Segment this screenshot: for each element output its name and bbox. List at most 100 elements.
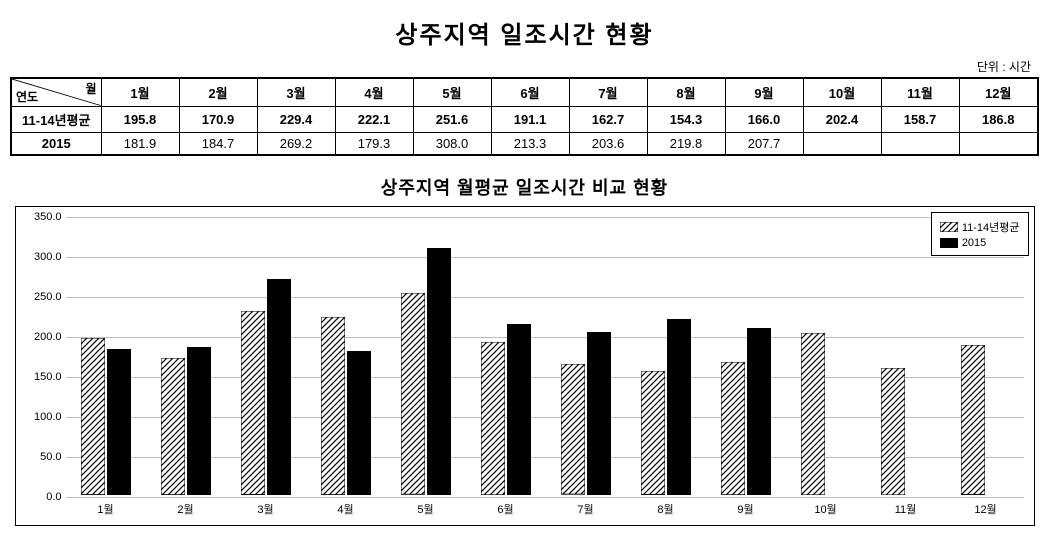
table-cell: 222.1: [335, 106, 413, 132]
month-header: 7월: [569, 78, 647, 106]
table-row: 11-14년평균195.8170.9229.4222.1251.6191.116…: [11, 106, 1038, 132]
table-cell: 184.7: [179, 132, 257, 155]
table-corner: 월 연도: [11, 78, 101, 106]
table-cell: 202.4: [803, 106, 881, 132]
table-cell: 154.3: [647, 106, 725, 132]
y-tick: 100.0: [34, 411, 62, 423]
table-cell: 308.0: [413, 132, 491, 155]
bar-hatch: [561, 364, 585, 494]
table-cell: 219.8: [647, 132, 725, 155]
gridline: [66, 297, 1024, 298]
x-tick: 10월: [814, 501, 836, 517]
y-tick: 350.0: [34, 211, 62, 223]
table-cell: 181.9: [101, 132, 179, 155]
table-cell: [881, 132, 959, 155]
corner-bottom: 연도: [16, 88, 38, 105]
page-title: 상주지역 일조시간 현황: [10, 15, 1039, 50]
bar-hatch: [161, 358, 185, 495]
table-row: 2015181.9184.7269.2179.3308.0213.3203.62…: [11, 132, 1038, 155]
bar-hatch: [81, 338, 105, 495]
table-cell: 213.3: [491, 132, 569, 155]
table-cell: 207.7: [725, 132, 803, 155]
table-cell: 158.7: [881, 106, 959, 132]
month-header: 2월: [179, 78, 257, 106]
bar-solid: [747, 328, 771, 494]
x-tick: 9월: [737, 501, 753, 517]
table-cell: 191.1: [491, 106, 569, 132]
table-cell: 186.8: [959, 106, 1038, 132]
y-axis: 0.050.0100.0150.0200.0250.0300.0350.0: [16, 217, 66, 495]
x-tick: 4월: [337, 501, 353, 517]
corner-top: 월: [85, 80, 96, 97]
x-tick: 2월: [177, 501, 193, 517]
row-label: 2015: [11, 132, 101, 155]
month-header: 3월: [257, 78, 335, 106]
table-cell: 170.9: [179, 106, 257, 132]
bar-hatch: [801, 333, 825, 495]
table-cell: [803, 132, 881, 155]
table-cell: 251.6: [413, 106, 491, 132]
month-header: 6월: [491, 78, 569, 106]
bar-hatch: [241, 311, 265, 495]
bar-hatch: [481, 342, 505, 495]
month-header: 11월: [881, 78, 959, 106]
x-tick: 5월: [417, 501, 433, 517]
x-axis: 1월 2월 3월 4월 5월 6월 7월 8월 9월 10월 11월 12월: [66, 495, 1024, 525]
bar-solid: [187, 347, 211, 495]
y-tick: 200.0: [34, 331, 62, 343]
y-tick: 0.0: [46, 491, 61, 503]
x-tick: 8월: [657, 501, 673, 517]
x-tick: 7월: [577, 501, 593, 517]
month-header: 12월: [959, 78, 1038, 106]
table-cell: 229.4: [257, 106, 335, 132]
bar-solid: [107, 349, 131, 495]
table-cell: 203.6: [569, 132, 647, 155]
y-tick: 300.0: [34, 251, 62, 263]
month-header: 5월: [413, 78, 491, 106]
legend: 11-14년평균 2015: [931, 212, 1029, 256]
unit-label: 단위 : 시간: [10, 58, 1039, 75]
bar-hatch: [641, 371, 665, 494]
y-tick: 250.0: [34, 291, 62, 303]
legend-item: 2015: [940, 237, 1020, 249]
table-cell: 162.7: [569, 106, 647, 132]
table-cell: 269.2: [257, 132, 335, 155]
x-tick: 6월: [497, 501, 513, 517]
chart-title: 상주지역 월평균 일조시간 비교 현황: [10, 174, 1039, 200]
legend-swatch-solid: [940, 238, 958, 248]
month-header: 1월: [101, 78, 179, 106]
table-cell: 166.0: [725, 106, 803, 132]
bar-solid: [587, 332, 611, 495]
gridline: [66, 257, 1024, 258]
legend-item: 11-14년평균: [940, 219, 1020, 235]
bar-solid: [267, 279, 291, 494]
table-cell: 195.8: [101, 106, 179, 132]
bar-solid: [507, 324, 531, 495]
data-table: 월 연도 1월2월3월4월5월6월7월8월9월10월11월12월 11-14년평…: [10, 77, 1039, 156]
y-tick: 150.0: [34, 371, 62, 383]
bar-solid: [667, 319, 691, 495]
bar-solid: [427, 248, 451, 494]
gridline: [66, 337, 1024, 338]
legend-label: 11-14년평균: [962, 219, 1020, 235]
x-tick: 11월: [895, 501, 917, 517]
legend-swatch-hatch: [940, 222, 958, 232]
bar-solid: [347, 351, 371, 494]
gridline: [66, 217, 1024, 218]
plot-area: [66, 217, 1024, 495]
table-cell: [959, 132, 1038, 155]
y-tick: 50.0: [40, 451, 61, 463]
bar-hatch: [401, 293, 425, 494]
table-cell: 179.3: [335, 132, 413, 155]
legend-label: 2015: [962, 237, 986, 249]
bar-hatch: [321, 317, 345, 495]
month-header: 8월: [647, 78, 725, 106]
x-tick: 1월: [97, 501, 113, 517]
month-header: 9월: [725, 78, 803, 106]
x-tick: 3월: [257, 501, 273, 517]
x-tick: 12월: [974, 501, 996, 517]
month-header: 10월: [803, 78, 881, 106]
bar-hatch: [721, 362, 745, 495]
month-header: 4월: [335, 78, 413, 106]
chart: 0.0 50.0 100.0 150.0 200.0 250.0 300.0 350.0 1월…: [15, 206, 1035, 526]
